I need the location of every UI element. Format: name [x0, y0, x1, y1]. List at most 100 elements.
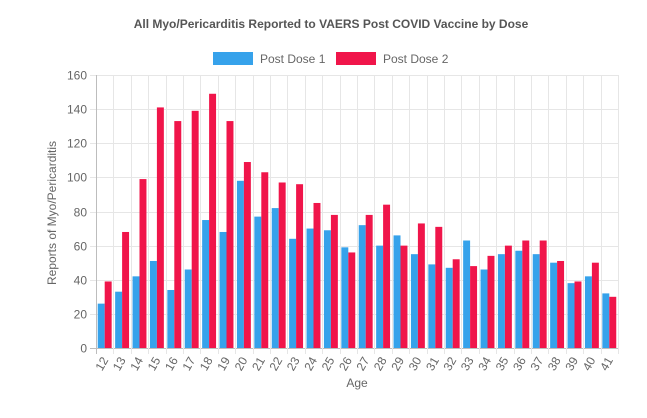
- x-tick-label: 17: [179, 354, 198, 373]
- x-tick-label: 30: [406, 354, 425, 373]
- legend-label-dose-1: Post Dose 1: [260, 52, 326, 66]
- x-tick-label: 20: [232, 354, 251, 373]
- bar-dose-1-age-35[interactable]: [497, 254, 505, 348]
- bar-dose-2-age-35[interactable]: [504, 245, 512, 349]
- bar-dose-1-age-41[interactable]: [602, 293, 610, 348]
- bar-dose-2-age-12[interactable]: [104, 281, 112, 348]
- bar-dose-1-age-29[interactable]: [393, 235, 401, 348]
- bar-dose-2-age-40[interactable]: [591, 262, 599, 348]
- x-tick-label: 31: [423, 354, 442, 373]
- bar-dose-2-age-25[interactable]: [330, 214, 338, 348]
- y-axis-ticks: 0 20 40 60 80 100 120 140 160: [67, 69, 87, 356]
- x-tick-label: 25: [319, 354, 338, 373]
- bar-dose-2-age-34[interactable]: [487, 255, 495, 348]
- bar-dose-2-age-20[interactable]: [243, 162, 251, 348]
- bar-dose-1-age-19[interactable]: [219, 231, 227, 348]
- x-tick-label: 23: [284, 354, 303, 373]
- x-axis-ticks: 1213141516171819202122232425262728293031…: [92, 354, 616, 373]
- bar-dose-1-age-39[interactable]: [567, 283, 575, 348]
- y-tick-label: 80: [74, 206, 88, 220]
- bar-dose-2-age-39[interactable]: [574, 281, 582, 348]
- bar-dose-1-age-14[interactable]: [132, 276, 140, 348]
- bar-dose-1-age-22[interactable]: [271, 208, 279, 348]
- bar-dose-1-age-34[interactable]: [480, 269, 488, 348]
- bar-dose-1-age-26[interactable]: [341, 247, 349, 348]
- bar-dose-2-age-17[interactable]: [191, 110, 199, 348]
- bar-dose-1-age-30[interactable]: [410, 254, 418, 348]
- x-tick-label: 32: [440, 354, 459, 373]
- bar-dose-1-age-24[interactable]: [306, 228, 314, 348]
- x-tick-label: 18: [197, 354, 216, 373]
- legend-label-dose-2: Post Dose 2: [383, 52, 449, 66]
- bar-dose-2-age-24[interactable]: [313, 202, 321, 348]
- x-tick-label: 35: [493, 354, 512, 373]
- y-axis-label: Reports of Myo/Pericarditis: [45, 141, 59, 285]
- bar-dose-1-age-12[interactable]: [97, 303, 105, 348]
- x-tick-label: 39: [562, 354, 581, 373]
- bar-dose-2-age-14[interactable]: [139, 179, 147, 348]
- bar-dose-1-age-18[interactable]: [202, 220, 210, 348]
- bar-dose-2-age-16[interactable]: [174, 121, 182, 348]
- x-tick-label: 12: [92, 354, 111, 373]
- bar-dose-2-age-22[interactable]: [278, 182, 286, 348]
- bar-dose-1-age-32[interactable]: [445, 267, 453, 348]
- y-tick-label: 60: [74, 240, 88, 254]
- bar-dose-2-age-26[interactable]: [348, 252, 356, 348]
- bar-dose-2-age-33[interactable]: [470, 266, 478, 348]
- y-tick-label: 140: [67, 103, 87, 117]
- bar-dose-2-age-41[interactable]: [609, 296, 617, 348]
- bar-dose-2-age-21[interactable]: [261, 172, 269, 348]
- bar-dose-2-age-37[interactable]: [539, 240, 547, 348]
- x-tick-label: 29: [388, 354, 407, 373]
- bar-dose-2-age-19[interactable]: [226, 121, 234, 348]
- bar-dose-1-age-28[interactable]: [376, 245, 384, 349]
- x-tick-label: 26: [336, 354, 355, 373]
- y-tick-label: 160: [67, 69, 87, 83]
- x-tick-label: 33: [458, 354, 477, 373]
- chart-title: All Myo/Pericarditis Reported to VAERS P…: [134, 17, 529, 31]
- bar-dose-1-age-15[interactable]: [149, 260, 157, 348]
- bar-dose-2-age-31[interactable]: [435, 226, 443, 348]
- x-tick-label: 34: [475, 354, 494, 373]
- bar-dose-1-age-36[interactable]: [515, 250, 523, 348]
- bar-dose-1-age-20[interactable]: [236, 180, 244, 348]
- bar-dose-2-age-13[interactable]: [122, 231, 130, 348]
- x-tick-label: 22: [266, 354, 285, 373]
- bar-dose-2-age-38[interactable]: [557, 260, 565, 348]
- bar-dose-1-age-40[interactable]: [584, 276, 592, 348]
- bar-dose-2-age-27[interactable]: [365, 214, 373, 348]
- bar-dose-1-age-37[interactable]: [532, 254, 540, 348]
- y-tick-label: 20: [74, 308, 88, 322]
- bar-dose-2-age-30[interactable]: [417, 223, 425, 348]
- x-tick-label: 41: [597, 354, 616, 373]
- bar-dose-2-age-15[interactable]: [156, 107, 164, 348]
- bar-dose-2-age-36[interactable]: [522, 240, 530, 348]
- bar-dose-1-age-17[interactable]: [184, 269, 192, 348]
- bar-dose-1-age-21[interactable]: [254, 216, 262, 348]
- legend[interactable]: Post Dose 1 Post Dose 2: [213, 52, 449, 66]
- y-tick-label: 120: [67, 137, 87, 151]
- x-tick-label: 13: [110, 354, 129, 373]
- bar-dose-2-age-28[interactable]: [383, 204, 391, 348]
- x-tick-label: 28: [371, 354, 390, 373]
- bar-dose-1-age-38[interactable]: [550, 262, 558, 348]
- bar-dose-1-age-25[interactable]: [323, 230, 331, 348]
- legend-swatch-dose-1: [213, 52, 253, 65]
- bar-dose-2-age-18[interactable]: [209, 93, 217, 349]
- bar-dose-2-age-29[interactable]: [400, 245, 408, 349]
- x-tick-label: 14: [127, 354, 146, 373]
- bar-dose-1-age-31[interactable]: [428, 264, 436, 348]
- x-tick-label: 24: [301, 354, 320, 373]
- bar-dose-1-age-16[interactable]: [167, 289, 175, 348]
- x-tick-label: 40: [580, 354, 599, 373]
- bar-dose-2-age-32[interactable]: [452, 259, 460, 348]
- bar-dose-1-age-13[interactable]: [115, 291, 123, 348]
- bar-dose-1-age-33[interactable]: [463, 240, 471, 348]
- bar-dose-2-age-23[interactable]: [296, 184, 304, 348]
- x-tick-label: 21: [249, 354, 268, 373]
- bar-dose-1-age-27[interactable]: [358, 225, 366, 348]
- bar-dose-1-age-23[interactable]: [289, 238, 297, 348]
- legend-swatch-dose-2: [336, 52, 376, 65]
